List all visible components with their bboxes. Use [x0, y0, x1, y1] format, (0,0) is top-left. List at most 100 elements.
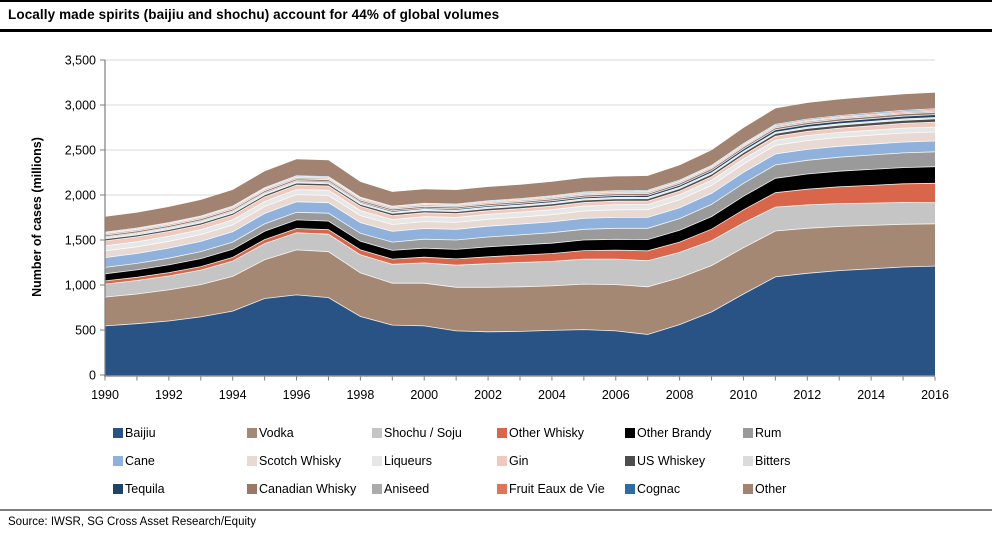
- y-tick-label: 1,500: [65, 234, 96, 248]
- y-axis-title: Number of cases (millions): [30, 137, 44, 297]
- legend-item-canadian-whisky: Canadian Whisky: [247, 482, 372, 496]
- legend-swatch-rum: [743, 428, 753, 438]
- x-tick-label: 2000: [410, 388, 438, 402]
- legend-label: Other Whisky: [509, 426, 585, 440]
- y-tick-label: 1,000: [65, 279, 96, 293]
- legend-label: Other: [755, 482, 787, 496]
- series-boundary: [104, 118, 936, 240]
- legend-label: Gin: [509, 454, 529, 468]
- legend-label: Cane: [125, 454, 155, 468]
- x-tick-label: 1992: [155, 388, 183, 402]
- x-tick-label: 2004: [538, 388, 566, 402]
- legend-item-other-whisky: Other Whisky: [497, 426, 625, 440]
- x-tick-label: 1994: [219, 388, 247, 402]
- legend-item-tequila: Tequila: [113, 482, 247, 496]
- series-boundary: [104, 126, 936, 247]
- legend-swatch-aniseed: [372, 484, 382, 494]
- series-boundary: [104, 121, 936, 242]
- legend-item-liqueurs: Liqueurs: [372, 454, 497, 468]
- x-tick-label: 1998: [346, 388, 374, 402]
- legend-label: Vodka: [259, 426, 294, 440]
- legend-item-cane: Cane: [113, 454, 247, 468]
- legend-item-us-whiskey: US Whiskey: [625, 454, 743, 468]
- chart-title: Locally made spirits (baijiu and shochu)…: [8, 7, 500, 22]
- legend-swatch-bitters: [743, 456, 753, 466]
- legend-item-vodka: Vodka: [247, 426, 372, 440]
- legend-item-gin: Gin: [497, 454, 625, 468]
- legend-label: Aniseed: [384, 482, 430, 496]
- stacked-area-chart: 0 500 1,000 1,500 2,000 2,500 3,000 3,500 1990 19…: [30, 54, 949, 403]
- series-boundary: [104, 108, 936, 233]
- legend-item-aniseed: Aniseed: [372, 482, 497, 496]
- x-tick-label: 2016: [921, 388, 949, 402]
- x-tick-label: 2010: [730, 388, 758, 402]
- legend-swatch-baijiu: [113, 428, 123, 438]
- footer-rule: [0, 509, 992, 511]
- legend-swatch-cognac: [625, 484, 635, 494]
- legend-swatch-tequila: [113, 484, 123, 494]
- series-boundary: [104, 202, 936, 285]
- legend-label: Canadian Whisky: [259, 482, 357, 496]
- y-tick-label: 3,000: [65, 99, 96, 113]
- legend-label: Cognac: [637, 482, 681, 496]
- legend-item-scotch-whisky: Scotch Whisky: [247, 454, 372, 468]
- legend-label: US Whiskey: [637, 454, 706, 468]
- legend-swatch-other: [743, 484, 753, 494]
- series-boundary: [104, 114, 936, 238]
- series-boundary: [104, 265, 936, 335]
- series-boundary: [104, 112, 936, 236]
- legend-swatch-fruit-eaux-de-vie: [497, 484, 507, 494]
- series-boundary: [104, 140, 936, 258]
- legend-label: Baijiu: [125, 426, 156, 440]
- series-boundary: [104, 223, 936, 298]
- series-boundary: [104, 131, 936, 252]
- legend-label: Other Brandy: [637, 426, 712, 440]
- legend-swatch-shochu-soju: [372, 428, 382, 438]
- y-tick-label: 2,500: [65, 144, 96, 158]
- x-tick-label: 2014: [857, 388, 885, 402]
- title-underline-rule: [0, 29, 992, 32]
- series-boundary: [104, 110, 936, 235]
- legend-item-fruit-eaux-de-vie: Fruit Eaux de Vie: [497, 482, 625, 496]
- y-tick-label: 500: [75, 324, 96, 338]
- legend-item-other: Other: [743, 482, 863, 496]
- series-boundary: [104, 109, 936, 234]
- y-tick-label: 3,500: [65, 54, 96, 68]
- legend-swatch-liqueurs: [372, 456, 382, 466]
- legend-label: Bitters: [755, 454, 791, 468]
- legend-item-rum: Rum: [743, 426, 863, 440]
- top-rule: [0, 0, 992, 2]
- x-tick-label: 2002: [474, 388, 502, 402]
- legend-swatch-canadian-whisky: [247, 484, 257, 494]
- legend-swatch-other-brandy: [625, 428, 635, 438]
- legend-swatch-vodka: [247, 428, 257, 438]
- chart-legend: Baijiu Vodka Shochu / Soju Other Whisky Othe…: [113, 419, 863, 503]
- legend-swatch-cane: [113, 456, 123, 466]
- legend-label: Shochu / Soju: [384, 426, 462, 440]
- legend-item-cognac: Cognac: [625, 482, 743, 496]
- legend-item-baijiu: Baijiu: [113, 426, 247, 440]
- x-tick-label: 1996: [283, 388, 311, 402]
- series-boundary: [104, 117, 936, 238]
- legend-label: Fruit Eaux de Vie: [509, 482, 605, 496]
- legend-item-other-brandy: Other Brandy: [625, 426, 743, 440]
- legend-item-shochu-soju: Shochu / Soju: [372, 426, 497, 440]
- x-tick-label: 2006: [602, 388, 630, 402]
- legend-label: Rum: [755, 426, 782, 440]
- source-note: Source: IWSR, SG Cross Asset Research/Eq…: [8, 516, 256, 528]
- y-tick-label: 2,000: [65, 189, 96, 203]
- legend-label: Tequila: [125, 482, 165, 496]
- legend-swatch-other-whisky: [497, 428, 507, 438]
- series-boundary: [104, 151, 936, 268]
- legend-label: Scotch Whisky: [259, 454, 341, 468]
- x-tick-label: 1990: [91, 388, 119, 402]
- x-tick-label: 2012: [793, 388, 821, 402]
- x-tick-label: 2008: [666, 388, 694, 402]
- legend-item-bitters: Bitters: [743, 454, 863, 468]
- legend-swatch-gin: [497, 456, 507, 466]
- series-boundary: [104, 182, 936, 282]
- area-baijiu: [105, 266, 935, 375]
- legend-swatch-us-whiskey: [625, 456, 635, 466]
- y-tick-label: 0: [89, 369, 96, 383]
